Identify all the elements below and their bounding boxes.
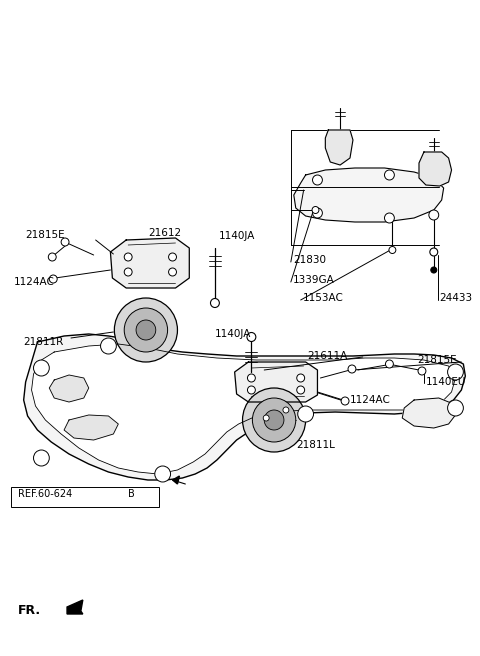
- Circle shape: [136, 320, 156, 340]
- Text: 1140EU: 1140EU: [426, 377, 466, 387]
- Text: 21811L: 21811L: [296, 440, 335, 450]
- Circle shape: [168, 253, 177, 261]
- Polygon shape: [64, 415, 118, 440]
- Circle shape: [61, 238, 69, 246]
- Circle shape: [298, 406, 313, 422]
- Circle shape: [114, 298, 178, 362]
- Circle shape: [242, 388, 306, 452]
- Polygon shape: [67, 600, 83, 614]
- Text: 1339GA: 1339GA: [293, 275, 335, 285]
- Polygon shape: [32, 344, 456, 474]
- Text: 1124AC: 1124AC: [350, 395, 391, 405]
- Circle shape: [155, 466, 170, 482]
- Text: 1124AC: 1124AC: [14, 277, 55, 287]
- Circle shape: [252, 398, 296, 442]
- Circle shape: [34, 360, 49, 376]
- Text: 21830: 21830: [293, 255, 326, 265]
- Circle shape: [34, 450, 49, 466]
- Text: 1140JA: 1140JA: [215, 329, 252, 339]
- Polygon shape: [325, 130, 353, 165]
- Text: 1140JA: 1140JA: [219, 231, 255, 241]
- Circle shape: [211, 298, 219, 308]
- Text: 24433: 24433: [440, 293, 473, 303]
- Circle shape: [429, 210, 439, 220]
- Circle shape: [297, 386, 305, 394]
- Circle shape: [248, 386, 255, 394]
- Circle shape: [247, 333, 256, 342]
- Text: 1153AC: 1153AC: [303, 293, 344, 303]
- Polygon shape: [419, 152, 452, 186]
- Circle shape: [312, 175, 323, 185]
- Circle shape: [264, 410, 284, 430]
- Circle shape: [384, 213, 395, 223]
- Text: FR.: FR.: [18, 604, 41, 617]
- Circle shape: [389, 247, 396, 253]
- Polygon shape: [24, 334, 465, 480]
- Circle shape: [384, 170, 395, 180]
- Text: 21811R: 21811R: [24, 337, 64, 347]
- Circle shape: [430, 248, 438, 256]
- Circle shape: [431, 267, 437, 273]
- Circle shape: [263, 415, 269, 421]
- Polygon shape: [402, 398, 456, 428]
- Polygon shape: [294, 168, 444, 222]
- Circle shape: [48, 253, 56, 261]
- Polygon shape: [110, 238, 189, 288]
- Circle shape: [101, 338, 116, 354]
- Circle shape: [297, 374, 305, 382]
- Text: 21611A: 21611A: [308, 351, 348, 361]
- Circle shape: [385, 360, 394, 368]
- Polygon shape: [172, 476, 180, 484]
- Circle shape: [49, 275, 57, 283]
- Polygon shape: [49, 375, 89, 402]
- Circle shape: [447, 364, 463, 380]
- Circle shape: [341, 397, 349, 405]
- Circle shape: [312, 208, 323, 218]
- Circle shape: [312, 207, 319, 213]
- Text: 21815E: 21815E: [25, 230, 65, 240]
- Circle shape: [124, 253, 132, 261]
- Circle shape: [248, 374, 255, 382]
- Text: B: B: [128, 489, 135, 499]
- Text: 21815E: 21815E: [417, 355, 456, 365]
- Circle shape: [124, 308, 168, 352]
- Circle shape: [124, 268, 132, 276]
- Circle shape: [283, 407, 289, 413]
- Text: REF.60-624: REF.60-624: [18, 489, 72, 499]
- Circle shape: [168, 268, 177, 276]
- Circle shape: [418, 367, 426, 375]
- Circle shape: [447, 400, 463, 416]
- Text: 21612: 21612: [148, 228, 181, 238]
- Polygon shape: [235, 362, 317, 402]
- Circle shape: [348, 365, 356, 373]
